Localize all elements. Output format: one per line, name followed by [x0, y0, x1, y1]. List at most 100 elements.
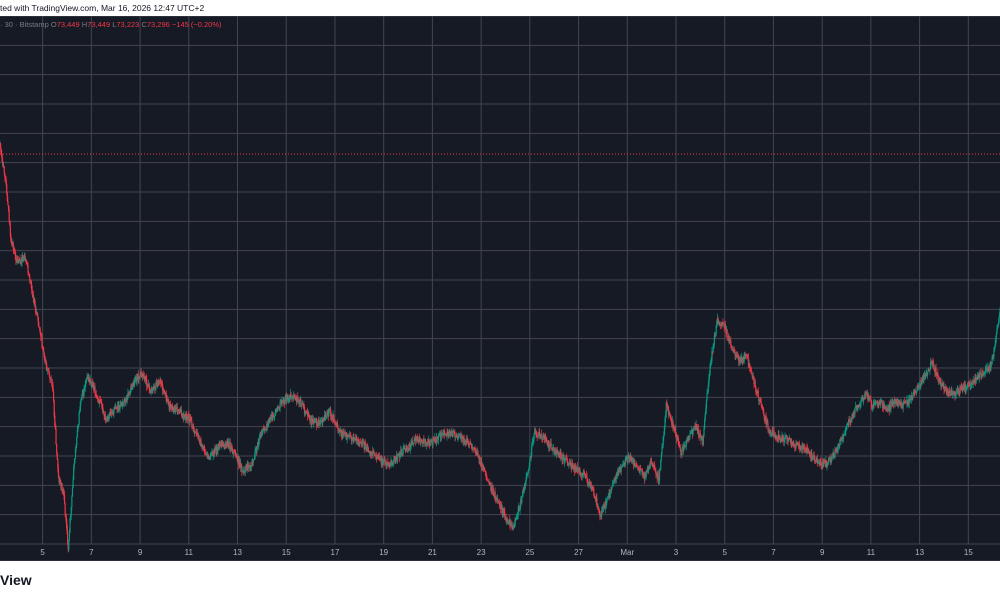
- candle-down: [967, 383, 969, 384]
- candle-up: [307, 412, 309, 416]
- candle-down: [82, 391, 85, 396]
- candle-down: [908, 399, 910, 405]
- candle-up: [587, 483, 589, 485]
- candle-down: [65, 517, 67, 524]
- candle-down: [6, 184, 8, 193]
- candle-down: [111, 412, 113, 414]
- candle-up: [581, 474, 583, 477]
- candle-down: [504, 512, 506, 519]
- candle-up: [70, 507, 72, 516]
- candle-down: [51, 383, 53, 386]
- candle-down: [370, 452, 373, 456]
- candle-down: [786, 435, 788, 440]
- candle-down: [973, 380, 976, 384]
- candle-up: [326, 412, 328, 418]
- chart-panel[interactable]: [0, 16, 1000, 561]
- candle-down: [848, 419, 851, 421]
- candle-up: [507, 522, 510, 524]
- candle-up: [994, 344, 996, 347]
- candle-up: [744, 354, 747, 359]
- candle-down: [168, 400, 170, 406]
- candle-down: [535, 431, 538, 437]
- candle-down: [668, 409, 670, 416]
- candle-up: [626, 456, 628, 458]
- candle-up: [577, 469, 579, 471]
- candle-up: [299, 400, 301, 405]
- candle-up: [752, 377, 754, 379]
- candle-up: [412, 444, 414, 445]
- candle-up: [185, 413, 187, 420]
- candle-up: [547, 440, 549, 446]
- candle-down: [17, 259, 19, 261]
- candle-up: [742, 357, 744, 363]
- candle-up: [807, 450, 809, 454]
- candle-down: [99, 399, 101, 401]
- candle-up: [715, 325, 717, 334]
- candle-down: [437, 437, 439, 441]
- candle-up: [614, 478, 616, 483]
- candle-down: [447, 433, 449, 437]
- candle-down: [15, 255, 17, 261]
- candle-up: [127, 392, 129, 399]
- candle-down: [632, 460, 634, 466]
- candlestick-chart[interactable]: 5 7 9 11 13 15 17 19 21 23 25 27 Mar 3 5 7 9 11 13 15: [0, 16, 1000, 560]
- candle-up: [84, 387, 86, 389]
- candle-down: [95, 392, 97, 395]
- candle-up: [662, 445, 664, 448]
- candle-down: [619, 467, 621, 469]
- candle-up: [857, 404, 859, 408]
- candle-up: [840, 438, 842, 442]
- candle-down: [372, 451, 374, 453]
- candle-up: [981, 375, 983, 378]
- candle-up: [478, 456, 480, 458]
- candle-down: [176, 407, 178, 413]
- candle-up: [388, 464, 390, 466]
- candle-up: [280, 401, 282, 403]
- candle-down: [777, 438, 779, 440]
- candle-up: [239, 463, 242, 469]
- candle-down: [56, 452, 58, 460]
- candle-up: [232, 452, 234, 454]
- candle-up: [77, 424, 80, 427]
- candle-down: [667, 407, 669, 410]
- candle-down: [818, 461, 820, 465]
- candle-down: [901, 404, 903, 406]
- candle-down: [15, 260, 18, 263]
- candle-down: [45, 358, 47, 362]
- candle-down: [467, 443, 469, 444]
- candle-down: [839, 439, 842, 442]
- candle-up: [539, 435, 541, 437]
- candle-up: [175, 407, 177, 408]
- candle-up: [82, 391, 84, 394]
- candle-up: [887, 405, 890, 412]
- candle-up: [208, 456, 211, 459]
- candle-down: [806, 448, 809, 454]
- candle-up: [376, 455, 378, 460]
- candle-up: [535, 431, 537, 434]
- candle-up: [727, 336, 729, 338]
- candle-down: [67, 530, 69, 544]
- candle-up: [446, 431, 448, 437]
- high-label: H: [81, 20, 88, 29]
- candle-down: [100, 402, 102, 404]
- candle-down: [978, 375, 980, 379]
- candle-up: [468, 443, 471, 445]
- candle-down: [816, 458, 818, 464]
- candle-up: [646, 470, 648, 473]
- candle-down: [881, 400, 883, 404]
- candle-down: [922, 376, 924, 381]
- candle-down: [540, 433, 543, 437]
- candle-down: [146, 386, 148, 388]
- candle-up: [395, 459, 397, 462]
- candle-down: [590, 484, 592, 490]
- candle-up: [549, 443, 551, 447]
- candle-up: [76, 429, 78, 438]
- candle-down: [146, 379, 148, 387]
- x-tick-label: 11: [867, 548, 876, 557]
- candle-down: [721, 324, 723, 326]
- candle-up: [990, 364, 992, 370]
- candle-down: [940, 379, 942, 387]
- candle-down: [900, 403, 902, 405]
- candle-up: [540, 433, 542, 436]
- candle-down: [206, 453, 208, 455]
